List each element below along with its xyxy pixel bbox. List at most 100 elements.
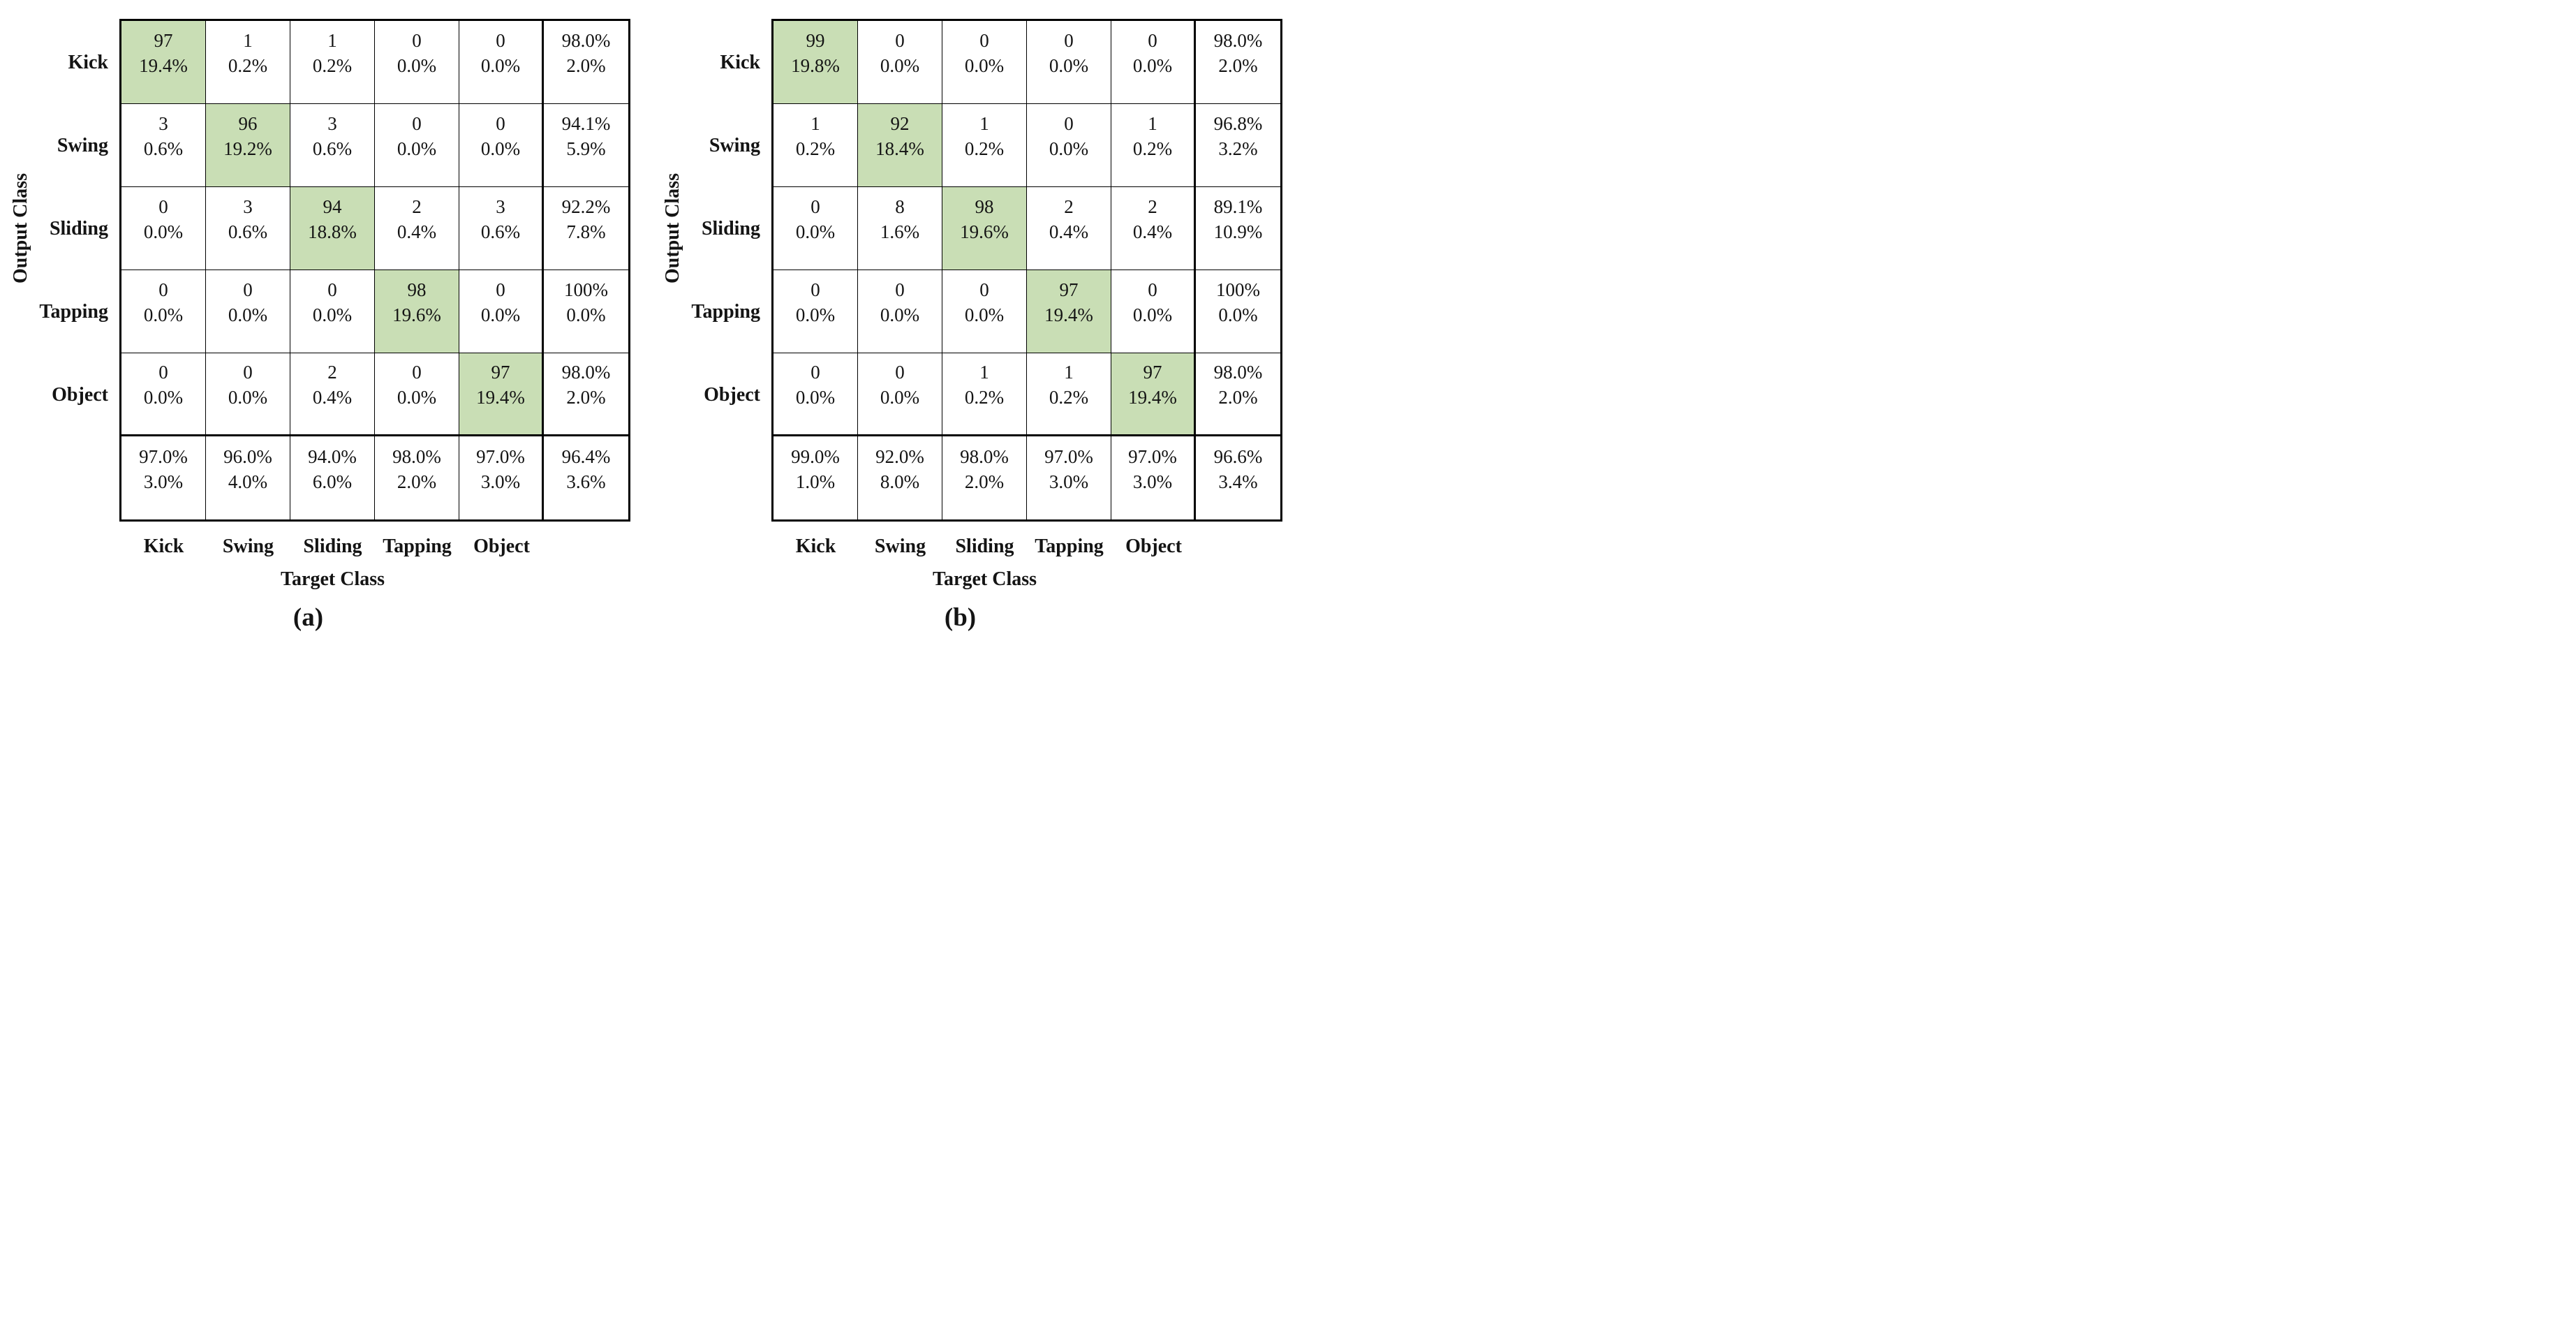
cell-value: 0.0% — [143, 221, 184, 242]
target-class-tick-label: Tapping — [383, 536, 452, 557]
matrix-cell: 0 0.0% — [121, 187, 206, 270]
cell-value: 18.8% — [308, 221, 357, 242]
output-class-tick-label: Sliding — [49, 217, 108, 239]
cell-value: 98.0% — [392, 445, 441, 467]
target-class-label: Target Class — [932, 568, 1037, 590]
matrix-cell: 2 0.4% — [375, 187, 459, 270]
matrix-diagonal-cell: 97 19.4% — [121, 21, 206, 104]
output-class-tick-label: Swing — [57, 134, 108, 156]
matrix-cell: 0 0.0% — [942, 21, 1027, 104]
cell-value: 0.0% — [795, 221, 836, 242]
cell-value: 98.0% — [1213, 30, 1263, 52]
cell-value: 5.9% — [566, 138, 606, 159]
matrix-cell: 0 0.0% — [773, 270, 858, 353]
cell-value: 0 — [496, 30, 505, 52]
output-class-tick-label: Kick — [68, 51, 108, 73]
cell-value: 0 — [158, 196, 168, 218]
cell-value: 8.0% — [880, 471, 920, 492]
cell-value: 0.6% — [312, 138, 353, 159]
cell-value: 3 — [327, 113, 337, 135]
cell-value: 0.6% — [228, 221, 268, 242]
cell-value: 92.2% — [561, 196, 611, 218]
cell-value: 96.0% — [223, 445, 272, 467]
cell-value: 0.0% — [397, 138, 437, 159]
target-class-tick-label: Object — [473, 536, 530, 557]
cell-value: 2 — [1148, 196, 1157, 218]
cell-value: 0.0% — [1218, 304, 1258, 325]
panel-caption: (a) — [293, 603, 324, 632]
row-summary-cell: 98.0% 2.0% — [1196, 353, 1280, 436]
cell-value: 92.0% — [875, 445, 924, 467]
matrix-cell: 2 0.4% — [1111, 187, 1196, 270]
cell-value: 0.0% — [480, 55, 521, 76]
cell-value: 0.0% — [1049, 138, 1089, 159]
cell-value: 0.0% — [964, 55, 1005, 76]
cell-value: 0 — [412, 362, 422, 383]
row-summary-cell: 100% 0.0% — [544, 270, 628, 353]
column-summary-cell: 97.0% 3.0% — [1111, 436, 1196, 519]
cell-value: 0.2% — [312, 55, 353, 76]
cell-value: 1 — [979, 362, 989, 383]
matrix-cell: 1 0.2% — [1027, 353, 1111, 436]
cell-value: 1 — [1148, 113, 1157, 135]
cell-value: 99.0% — [791, 445, 840, 467]
target-class-tick-label: Kick — [143, 536, 184, 557]
target-class-label: Target Class — [280, 568, 385, 590]
cell-value: 97 — [491, 362, 510, 383]
cell-value: 0 — [1064, 30, 1074, 52]
cell-value: 3.2% — [1218, 138, 1258, 159]
cell-value: 92 — [890, 113, 910, 135]
matrix-cell: 0 0.0% — [375, 353, 459, 436]
matrix-cell: 0 0.0% — [290, 270, 375, 353]
cell-value: 97.0% — [139, 445, 188, 467]
overall-accuracy-cell: 96.6% 3.4% — [1196, 436, 1280, 519]
output-class-tick-label: Kick — [720, 51, 760, 73]
cell-value: 0.0% — [880, 387, 920, 408]
cell-value: 3.0% — [1132, 471, 1173, 492]
cell-value: 0.6% — [480, 221, 521, 242]
output-class-tick-label: Object — [52, 383, 108, 406]
cell-value: 1 — [243, 30, 253, 52]
cell-value: 0.2% — [795, 138, 836, 159]
cell-value: 0 — [1148, 279, 1157, 301]
cell-value: 7.8% — [566, 221, 606, 242]
cell-value: 97.0% — [1044, 445, 1093, 467]
cell-value: 3.0% — [480, 471, 521, 492]
cell-value: 2.0% — [1218, 387, 1258, 408]
output-class-tick-label: Swing — [709, 134, 760, 156]
cell-value: 96 — [238, 113, 258, 135]
cell-value: 3 — [158, 113, 168, 135]
confusion-matrix-grid: 97 19.4% 1 0.2% 1 0.2% 0 0.0% 0 0.0% 98.0% 2.0% 3 0.6… — [119, 19, 630, 522]
cell-value: 2.0% — [964, 471, 1005, 492]
cell-value: 19.4% — [139, 55, 188, 76]
cell-value: 4.0% — [228, 471, 268, 492]
matrix-cell: 3 0.6% — [290, 104, 375, 187]
cell-value: 6.0% — [312, 471, 353, 492]
cell-value: 100% — [1216, 279, 1260, 301]
row-summary-cell: 98.0% 2.0% — [1196, 21, 1280, 104]
matrix-cell: 0 0.0% — [773, 187, 858, 270]
cell-value: 19.4% — [1044, 304, 1093, 325]
matrix-cell: 0 0.0% — [1027, 104, 1111, 187]
column-summary-cell: 97.0% 3.0% — [459, 436, 544, 519]
cell-value: 0.4% — [312, 387, 353, 408]
matrix-cell: 1 0.2% — [773, 104, 858, 187]
matrix-cell: 0 0.0% — [206, 353, 290, 436]
cell-value: 0 — [810, 196, 820, 218]
cell-value: 0.4% — [1049, 221, 1089, 242]
cell-value: 0 — [1148, 30, 1157, 52]
target-class-tick-labels: Kick Swing Sliding Tapping Object — [121, 536, 544, 558]
matrix-cell: 0 0.0% — [459, 104, 544, 187]
cell-value: 2.0% — [566, 55, 606, 76]
matrix-cell: 0 0.0% — [459, 270, 544, 353]
row-summary-cell: 98.0% 2.0% — [544, 21, 628, 104]
matrix-cell: 3 0.6% — [206, 187, 290, 270]
cell-value: 0 — [1064, 113, 1074, 135]
cell-value: 3 — [243, 196, 253, 218]
cell-value: 97 — [154, 30, 173, 52]
target-class-tick-label: Kick — [795, 536, 836, 557]
cell-value: 0 — [810, 279, 820, 301]
column-summary-cell: 98.0% 2.0% — [375, 436, 459, 519]
cell-value: 0.0% — [566, 304, 606, 325]
cell-value: 0.0% — [1132, 304, 1173, 325]
